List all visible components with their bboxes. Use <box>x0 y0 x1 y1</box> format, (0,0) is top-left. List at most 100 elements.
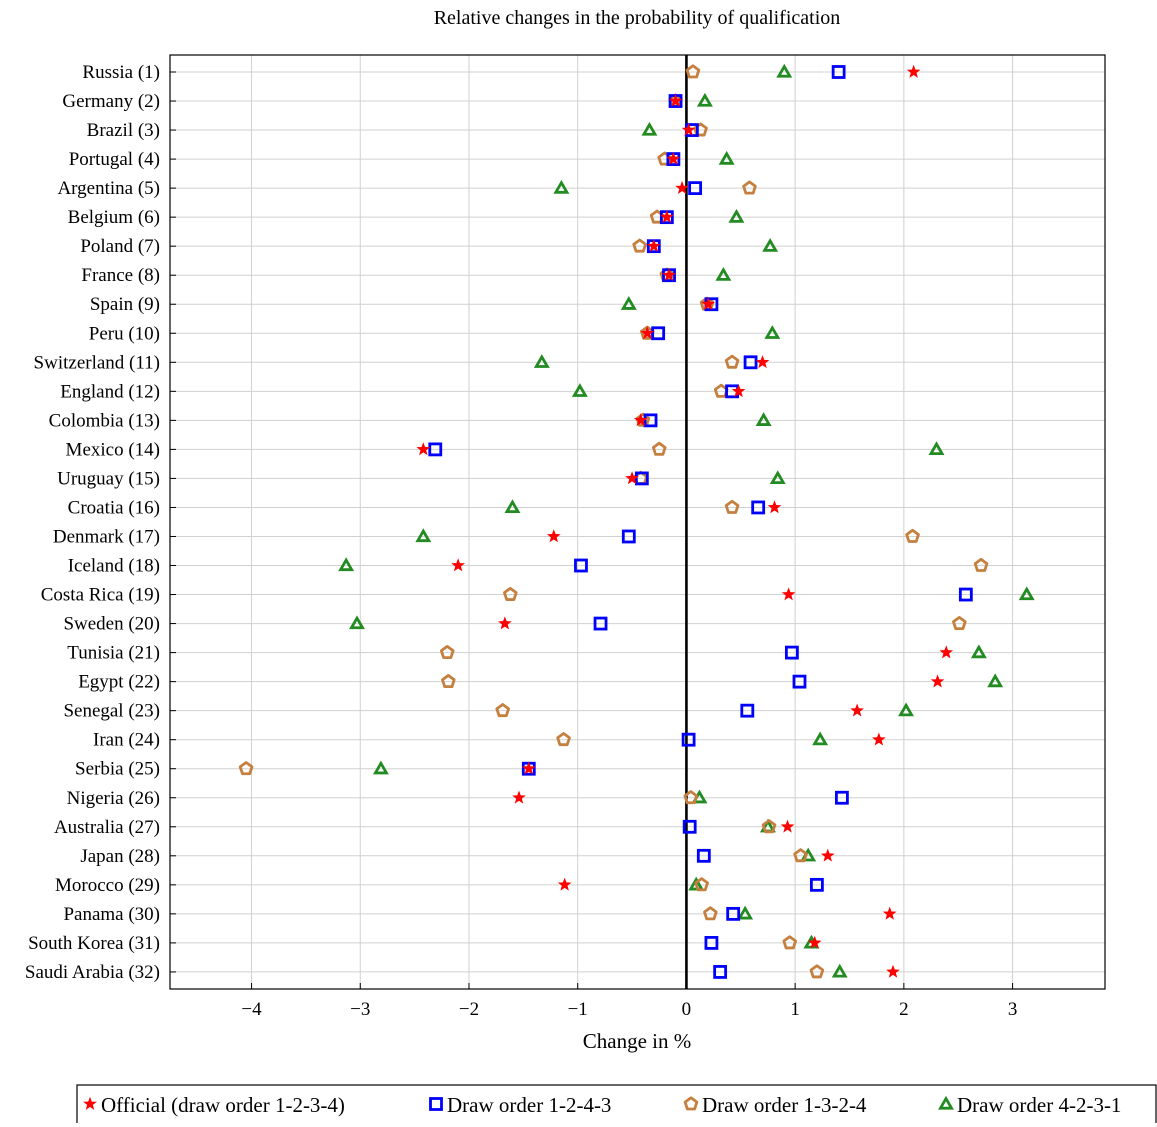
data-point-pentagon <box>905 528 920 543</box>
data-point-pentagon <box>693 122 708 137</box>
data-point-triangle <box>620 296 637 310</box>
data-point-pentagon <box>724 354 740 369</box>
data-point-triangle <box>970 644 987 659</box>
plot-frame <box>169 54 1106 990</box>
data-point-square <box>784 645 799 660</box>
data-marks <box>238 63 1035 979</box>
data-point-pentagon <box>724 499 740 514</box>
y-tick-label: Uruguay (15) <box>57 468 160 489</box>
data-point-square <box>696 848 711 863</box>
data-point-square <box>726 906 741 921</box>
data-point-pentagon <box>973 557 989 572</box>
chart-title: Relative changes in the probability of q… <box>434 7 841 29</box>
x-tick-label: −2 <box>459 999 479 1020</box>
data-point-square <box>688 181 703 196</box>
y-tick-label: Spain (9) <box>90 294 160 315</box>
data-point-triangle <box>728 208 745 223</box>
data-point-star <box>939 645 954 659</box>
y-tick-label: Portugal (4) <box>69 149 160 170</box>
data-point-square <box>751 500 766 515</box>
data-point-triangle <box>504 499 521 514</box>
data-point-star <box>512 790 526 804</box>
data-point-pentagon <box>742 180 757 195</box>
legend-label: Draw order 1-3-2-4 <box>702 1093 867 1117</box>
data-point-star <box>668 93 683 107</box>
data-point-star <box>660 209 674 223</box>
data-point-star <box>546 529 561 543</box>
data-point-square <box>643 413 658 428</box>
data-point-star <box>767 500 782 514</box>
data-point-square <box>593 616 608 631</box>
data-point-square <box>834 790 849 805</box>
data-point-triangle <box>415 528 432 543</box>
x-tick-label: −4 <box>241 999 262 1020</box>
y-tick-label: Argentina (5) <box>57 178 160 199</box>
data-point-star <box>662 268 676 282</box>
y-tick-label: Australia (27) <box>54 817 160 838</box>
x-tick-label: 3 <box>1008 999 1018 1020</box>
data-point-pentagon <box>238 761 254 776</box>
data-point-star <box>807 935 822 949</box>
y-tick-label: Iran (24) <box>93 730 160 751</box>
data-point-pentagon <box>952 615 967 630</box>
data-point-pentagon <box>793 848 808 863</box>
data-point-square <box>621 529 636 544</box>
data-point-star <box>872 732 886 746</box>
data-point-star <box>906 64 921 78</box>
data-point-triangle <box>928 441 945 455</box>
data-point-star <box>882 906 897 920</box>
data-point-square <box>713 965 728 979</box>
legend-marker-square <box>429 1097 443 1111</box>
y-tick-label: Germany (2) <box>62 91 160 112</box>
data-point-star <box>640 326 655 340</box>
data-point-square <box>634 471 649 486</box>
data-point-triangle <box>755 412 772 426</box>
data-point-pentagon <box>703 906 718 921</box>
data-point-square <box>831 65 846 79</box>
data-point-triangle <box>571 383 588 397</box>
data-point-pentagon <box>556 732 571 747</box>
data-point-star <box>820 848 835 862</box>
x-axis-label: Change in % <box>583 1029 691 1053</box>
data-point-pentagon <box>683 790 699 805</box>
data-point-square <box>743 355 758 370</box>
data-point-star <box>625 471 639 485</box>
y-tick-label: South Korea (31) <box>28 933 160 954</box>
data-point-pentagon <box>651 441 667 456</box>
y-tick-label: Belgium (6) <box>68 207 160 228</box>
y-tick-label: Croatia (16) <box>68 497 160 518</box>
data-point-pentagon <box>809 964 825 979</box>
data-point-triangle <box>718 150 735 165</box>
data-point-star <box>755 355 770 369</box>
data-point-star <box>451 558 465 572</box>
y-tick-label: Poland (7) <box>80 236 160 257</box>
data-point-star <box>781 587 796 601</box>
data-point-star <box>731 384 746 398</box>
data-point-triangle <box>696 92 713 107</box>
data-point-pentagon <box>761 819 777 834</box>
data-point-square <box>704 936 719 950</box>
legend-item: Draw order 1-2-4-3 <box>429 1093 611 1117</box>
data-point-star <box>646 238 661 252</box>
data-point-triangle <box>553 179 570 194</box>
legend-label: Draw order 4-2-3-1 <box>957 1093 1121 1117</box>
data-point-triangle <box>762 237 779 252</box>
data-point-triangle <box>533 354 550 368</box>
y-tick-label: Denmark (17) <box>53 526 160 547</box>
data-point-square <box>681 732 696 747</box>
legend-item: Draw order 4-2-3-1 <box>938 1093 1121 1117</box>
data-point-pentagon <box>632 238 647 253</box>
y-tick-label: France (8) <box>81 265 160 286</box>
data-point-star <box>780 819 795 833</box>
x-tick-label: 0 <box>682 999 692 1020</box>
data-point-star <box>666 151 681 165</box>
data-point-pentagon <box>694 877 709 892</box>
data-point-pentagon <box>502 586 518 601</box>
data-point-pentagon <box>782 935 798 950</box>
data-point-triangle <box>1018 586 1035 601</box>
data-point-triangle <box>688 876 705 891</box>
y-tick-label: Japan (28) <box>80 846 160 867</box>
data-point-triangle <box>349 615 365 630</box>
y-tick-label: Russia (1) <box>82 62 160 83</box>
